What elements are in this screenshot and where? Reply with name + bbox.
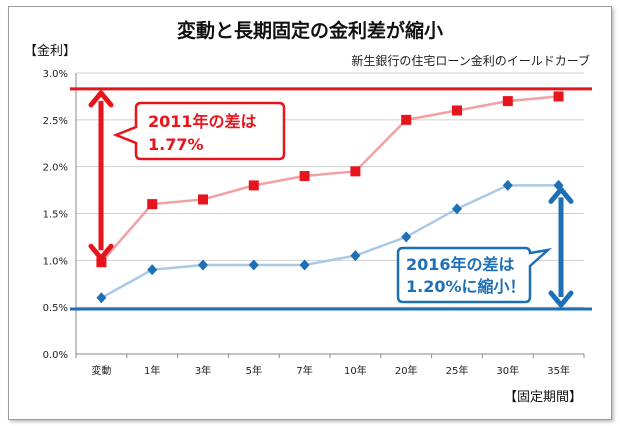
y-tick-label: 1.0%: [43, 256, 68, 267]
data-point-blue: [248, 259, 259, 271]
chart-title: 変動と長期固定の金利差が縮小: [176, 20, 443, 42]
x-tick-label: 変動: [91, 364, 111, 377]
data-point-blue: [147, 264, 158, 276]
x-tick-label: 7年: [296, 364, 312, 377]
x-tick-label: 5年: [246, 364, 262, 377]
arrow-gap-2016: [548, 186, 574, 308]
y-tick-label: 0.0%: [43, 350, 68, 361]
callout-line: 1.77%: [148, 135, 204, 154]
data-point-red: [96, 257, 107, 268]
y-tick-label: 2.0%: [43, 163, 68, 174]
data-point-blue: [502, 179, 513, 191]
callout-2011: 2011年の差は 1.77%: [112, 101, 286, 161]
arrow-gap-2011: [88, 90, 114, 261]
data-point-blue: [299, 259, 310, 271]
data-point-red: [350, 166, 361, 177]
y-tick-label: 1.5%: [43, 210, 68, 221]
x-tick-label: 35年: [547, 364, 570, 377]
callout-line: 2016年の差は: [406, 255, 515, 274]
y-tick-label: 3.0%: [43, 69, 68, 80]
x-tick-label: 25年: [446, 364, 469, 377]
callout-line: 1.20%に縮小！: [406, 277, 526, 296]
x-axis-label: 【固定期間】: [503, 390, 582, 405]
data-point-blue: [350, 250, 361, 262]
chart-subtitle: 新生銀行の住宅ローン金利のイールドカーブ: [351, 54, 590, 68]
series-line-blue: [100, 184, 559, 299]
y-axis-label: 【金利】: [24, 44, 77, 59]
data-point-red: [147, 199, 158, 210]
x-tick-label: 10年: [344, 364, 367, 377]
data-point-blue: [198, 259, 208, 271]
x-tick-label: 1年: [144, 364, 160, 377]
data-point-blue: [96, 292, 107, 304]
data-point-red: [198, 194, 208, 205]
x-tick-label: 20年: [395, 364, 418, 377]
series-line-red: [100, 95, 559, 264]
data-point-red: [401, 114, 412, 125]
data-point-red: [502, 96, 513, 107]
data-point-red: [452, 105, 462, 116]
y-tick-label: 0.5%: [43, 303, 68, 314]
callout-line: 2011年の差は: [148, 112, 257, 131]
data-point-blue: [401, 231, 412, 243]
x-tick-label: 30年: [496, 364, 519, 377]
callout-2016: 2016年の差は 1.20%に縮小！: [396, 246, 553, 304]
y-tick-label: 2.5%: [43, 116, 68, 127]
data-point-red: [553, 91, 564, 102]
x-tick-label: 3年: [195, 364, 211, 377]
data-point-blue: [452, 203, 462, 215]
data-point-red: [299, 171, 310, 182]
data-point-red: [248, 180, 259, 191]
